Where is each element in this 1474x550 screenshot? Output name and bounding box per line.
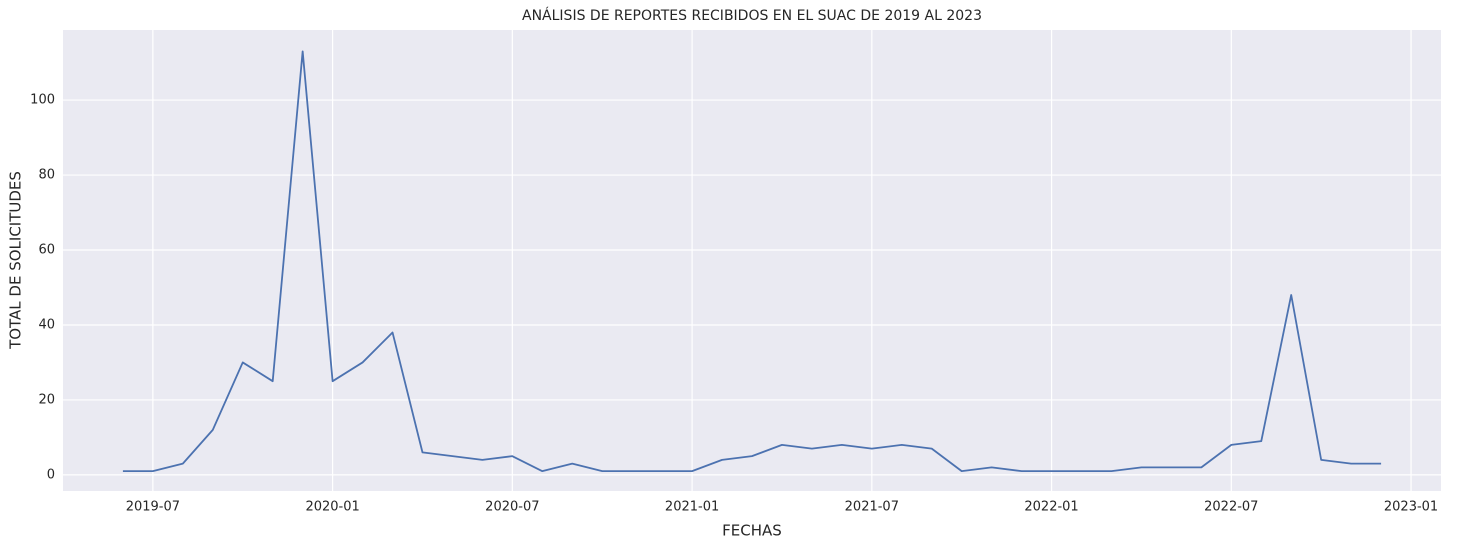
x-tick-label: 2020-01 — [305, 500, 359, 515]
y-tick-label: 60 — [38, 243, 55, 258]
data-line — [122, 50, 1382, 473]
x-tick-label: 2023-01 — [1384, 500, 1438, 515]
x-tick-label: 2019-07 — [126, 500, 180, 515]
y-tick-label: 80 — [38, 168, 55, 183]
x-tick-label: 2022-07 — [1204, 500, 1258, 515]
x-tick-label: 2022-01 — [1024, 500, 1078, 515]
y-tick-label: 40 — [38, 317, 55, 332]
chart-title: ANÁLISIS DE REPORTES RECIBIDOS EN EL SUA… — [522, 7, 982, 24]
plot-area — [63, 30, 1441, 491]
x-tick-label: 2021-07 — [845, 500, 899, 515]
x-tick-label: 2020-07 — [485, 500, 539, 515]
y-tick-label: 20 — [38, 392, 55, 407]
x-axis-label: FECHAS — [722, 522, 782, 540]
y-tick-label: 0 — [47, 467, 55, 482]
y-axis-label: TOTAL DE SOLICITUDES — [7, 171, 25, 350]
y-tick-label: 100 — [30, 93, 55, 108]
x-tick-label: 2021-01 — [665, 500, 719, 515]
